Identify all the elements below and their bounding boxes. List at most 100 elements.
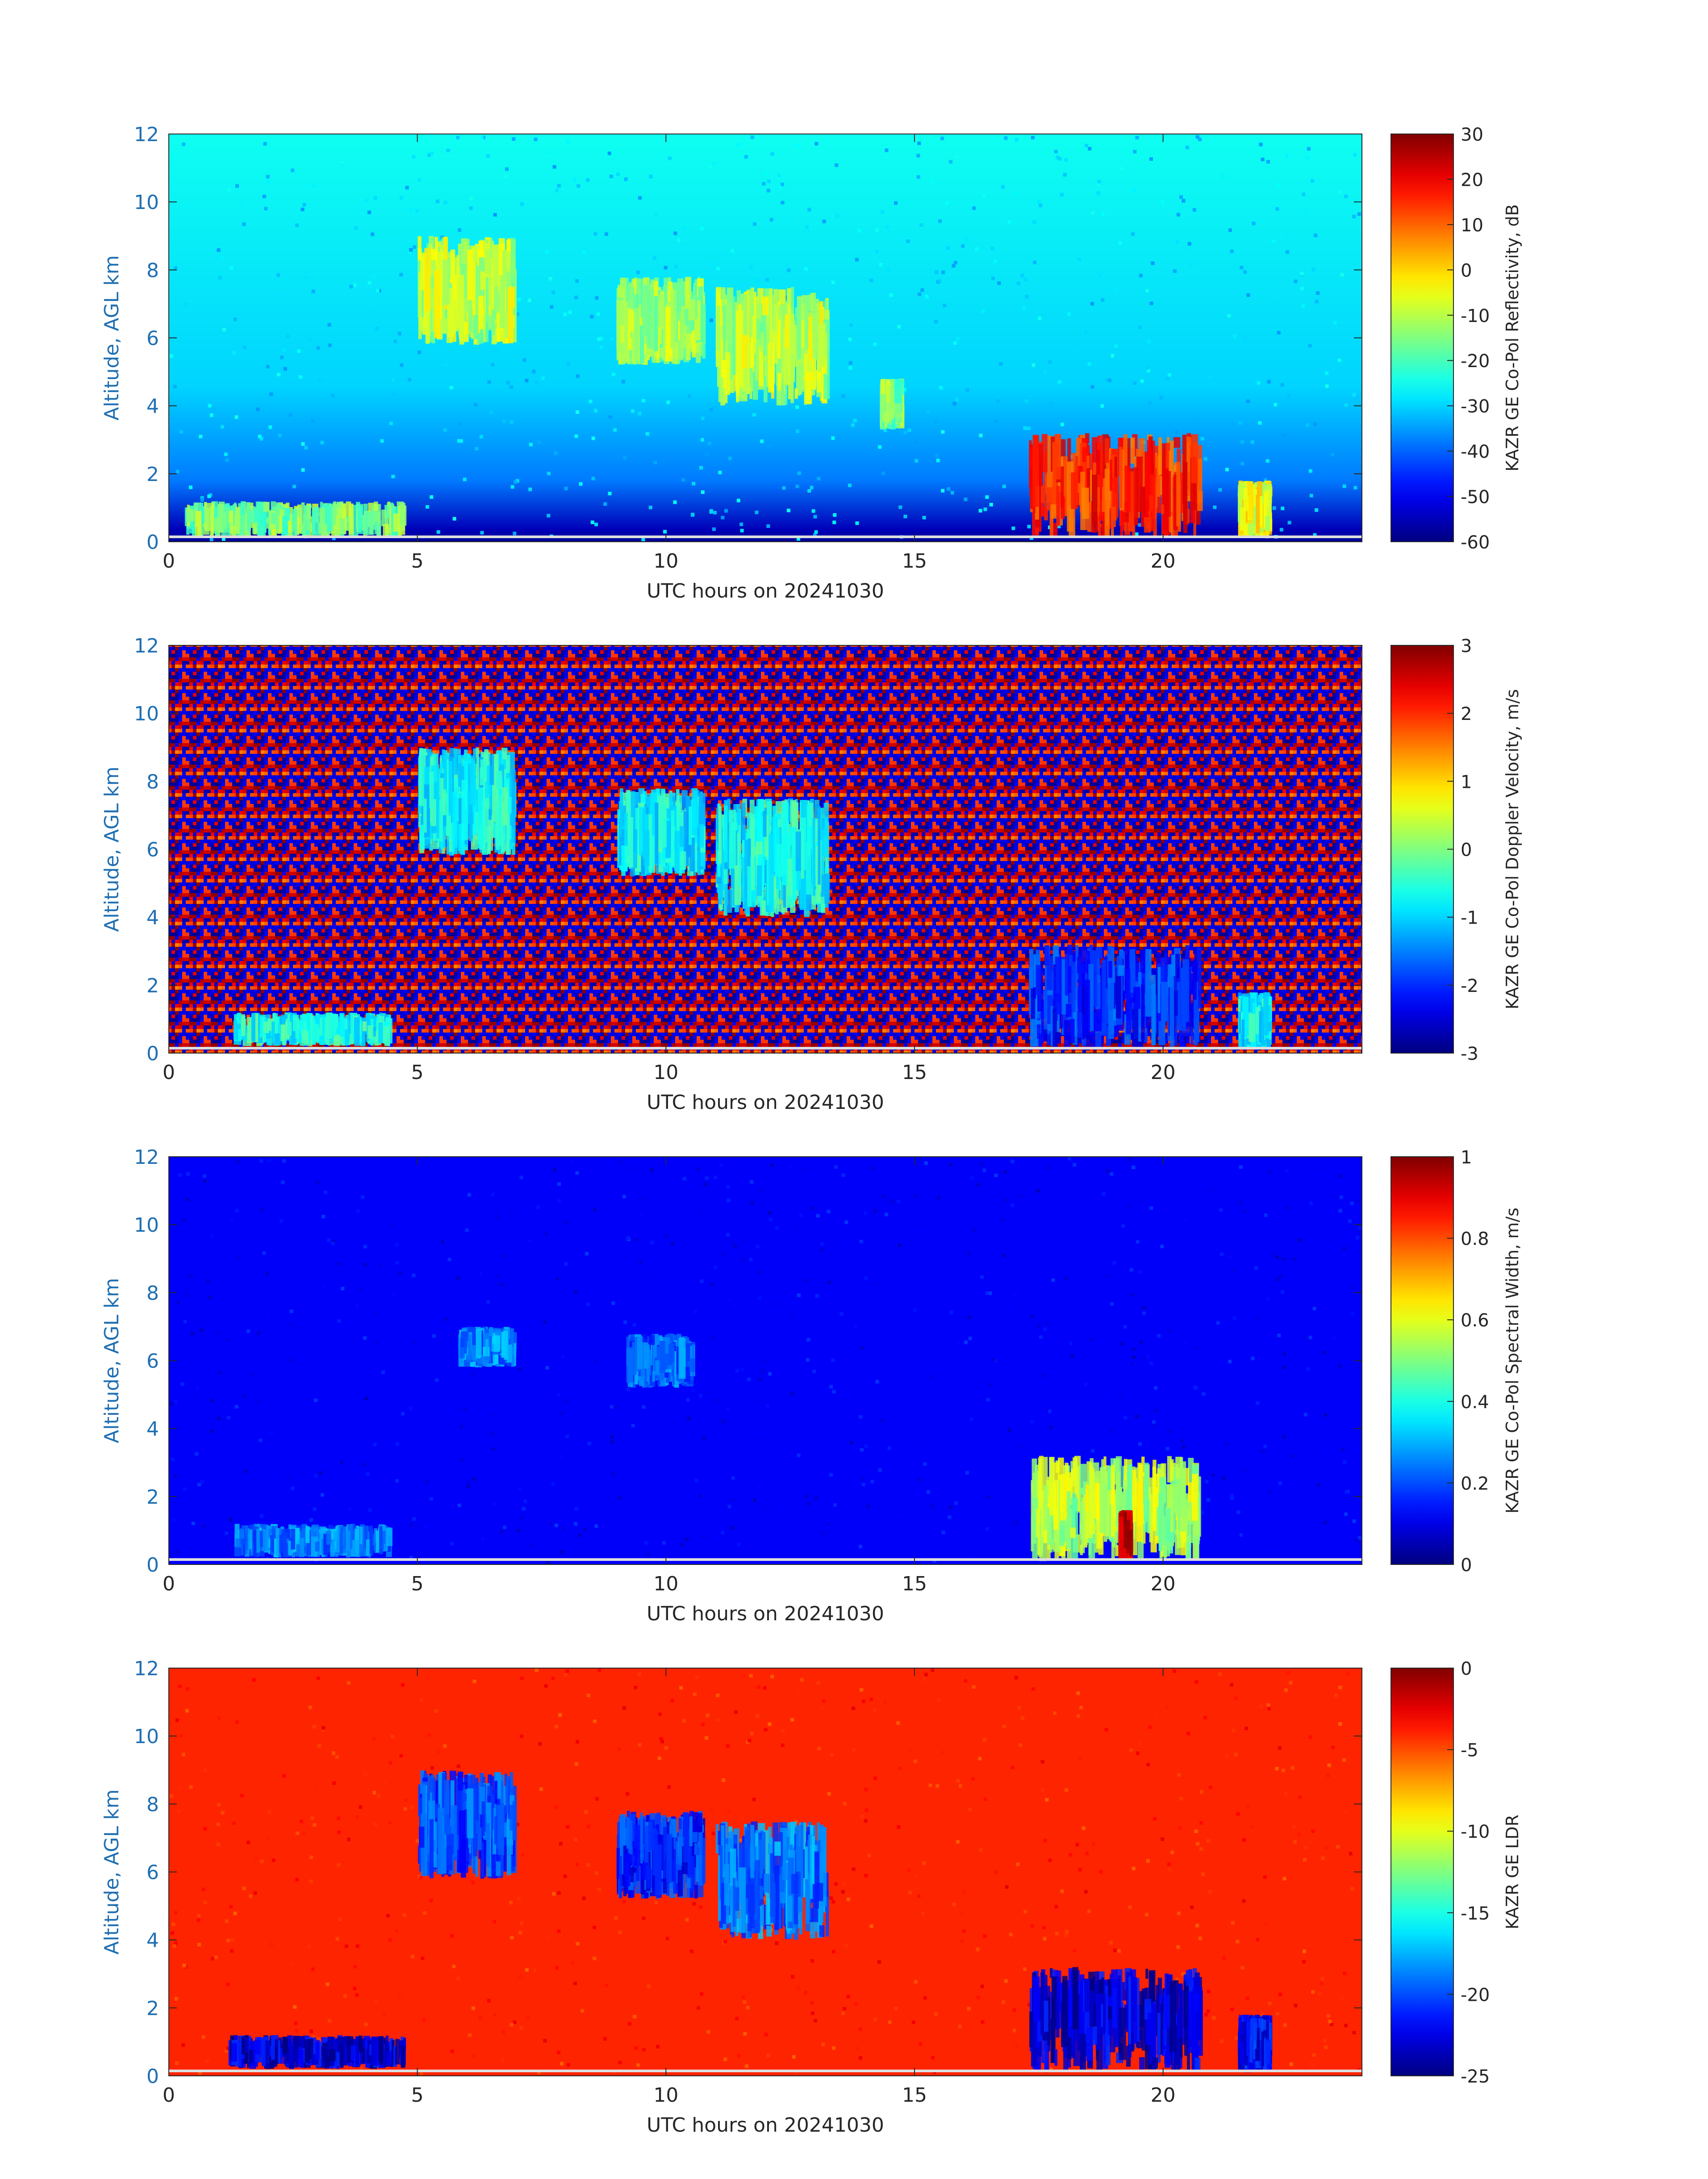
echo-cell (468, 754, 472, 764)
echo-cell (1092, 475, 1097, 525)
echo-feature (1031, 1456, 1201, 1561)
echo-cell (891, 387, 894, 419)
echo-cell (1169, 977, 1174, 1049)
echo-cell (1158, 437, 1162, 475)
echo-cell (717, 306, 720, 351)
echo-cell (675, 831, 680, 874)
colorbar-tick-label: 0.6 (1461, 1310, 1489, 1331)
echo-cell (812, 818, 815, 896)
echo-cell (680, 826, 685, 847)
echo-cell (1145, 949, 1152, 1016)
echo-cell (283, 1532, 287, 1556)
echo-cell (1193, 959, 1197, 1000)
echo-cell (702, 304, 706, 359)
echo-cell (510, 1329, 514, 1347)
colorbar-tick-label: 3 (1461, 636, 1472, 657)
echo-cell (759, 347, 764, 386)
echo-cell (643, 1344, 650, 1368)
echo-cell (464, 1337, 467, 1354)
echo-cell (1161, 505, 1164, 514)
echo-cell (292, 509, 297, 535)
echo-cell (378, 1022, 383, 1043)
echo-cell (763, 811, 766, 837)
echo-cell (635, 308, 639, 360)
echo-cell (1120, 511, 1123, 537)
colorbar-bar (1391, 1157, 1453, 1564)
ground-line (169, 1558, 1362, 1561)
echo-cell (480, 759, 487, 778)
colorbar-tick-label: -40 (1461, 442, 1490, 462)
echo-cell (1070, 1527, 1076, 1538)
echo-cell (644, 830, 650, 866)
x-tick-label: 0 (163, 1061, 175, 1084)
echo-cell (880, 394, 883, 421)
echo-cell (632, 1342, 636, 1375)
echo-cell (1110, 460, 1112, 491)
x-tick-label: 5 (411, 1573, 424, 1595)
echo-cell (480, 272, 486, 290)
echo-cell (782, 834, 788, 886)
echo-cell (1105, 469, 1110, 536)
y-tick-label: 0 (146, 1554, 159, 1577)
echo-cell (627, 817, 633, 867)
echo-cell (723, 305, 727, 360)
echo-cell (186, 512, 191, 522)
echo-cell (1086, 456, 1090, 468)
echo-feature (626, 1334, 695, 1388)
echo-cell (620, 325, 624, 343)
echo-cell (443, 750, 447, 793)
echo-cell (1173, 437, 1181, 448)
x-tick-label: 20 (1151, 1061, 1176, 1084)
echo-cell (315, 1542, 319, 1552)
echo-cell (472, 1345, 476, 1360)
echo-cell (1144, 1481, 1147, 1517)
colorbar-bar (1391, 134, 1453, 542)
echo-cell (1123, 1520, 1130, 1548)
y-axis-label: Altitude, AGL km (100, 1278, 123, 1443)
echo-cell (256, 1529, 260, 1552)
echo-feature (880, 379, 904, 430)
echo-cell (477, 787, 484, 848)
echo-cell (650, 279, 654, 291)
echo-cell (1259, 1011, 1261, 1042)
y-tick-label: 0 (146, 531, 159, 554)
colorbar-tick-label: 0 (1461, 1555, 1472, 1576)
colorbar-tick-label: -3 (1461, 1044, 1478, 1064)
echo-cell (762, 900, 766, 916)
echo-cell (349, 503, 354, 534)
echo-cell (1182, 435, 1186, 504)
echo-cell (306, 505, 311, 530)
echo-cell (508, 287, 514, 343)
echo-cell (1091, 1539, 1095, 1560)
echo-cell (429, 772, 434, 809)
echo-cell (1055, 957, 1062, 1015)
echo-cell (271, 513, 276, 524)
echo-cell (636, 278, 641, 294)
echo-cell (1125, 466, 1131, 512)
echo-cell (241, 515, 245, 535)
echo-cell (378, 522, 381, 536)
echo-cell (655, 803, 658, 864)
x-tick-label: 0 (163, 550, 175, 573)
echo-cell (1075, 456, 1078, 505)
echo-cell (511, 239, 516, 284)
echo-cell (689, 1358, 695, 1372)
echo-cell (1044, 1485, 1048, 1531)
echo-cell (1051, 504, 1057, 519)
x-tick-label: 10 (653, 1573, 678, 1595)
echo-cell (692, 799, 697, 828)
echo-cell (624, 813, 628, 846)
echo-cell (668, 1343, 674, 1363)
echo-cell (1249, 495, 1254, 518)
echo-cell (393, 514, 399, 532)
echo-cell (818, 806, 820, 885)
echo-cell (718, 806, 722, 863)
echo-cell (462, 780, 468, 840)
echo-cell (363, 504, 368, 534)
echo-cell (275, 1033, 280, 1045)
echo-cell (301, 1030, 308, 1046)
echo-cell (211, 506, 214, 535)
echo-cell (621, 845, 626, 876)
colorbar-tick-label: 10 (1461, 215, 1483, 236)
